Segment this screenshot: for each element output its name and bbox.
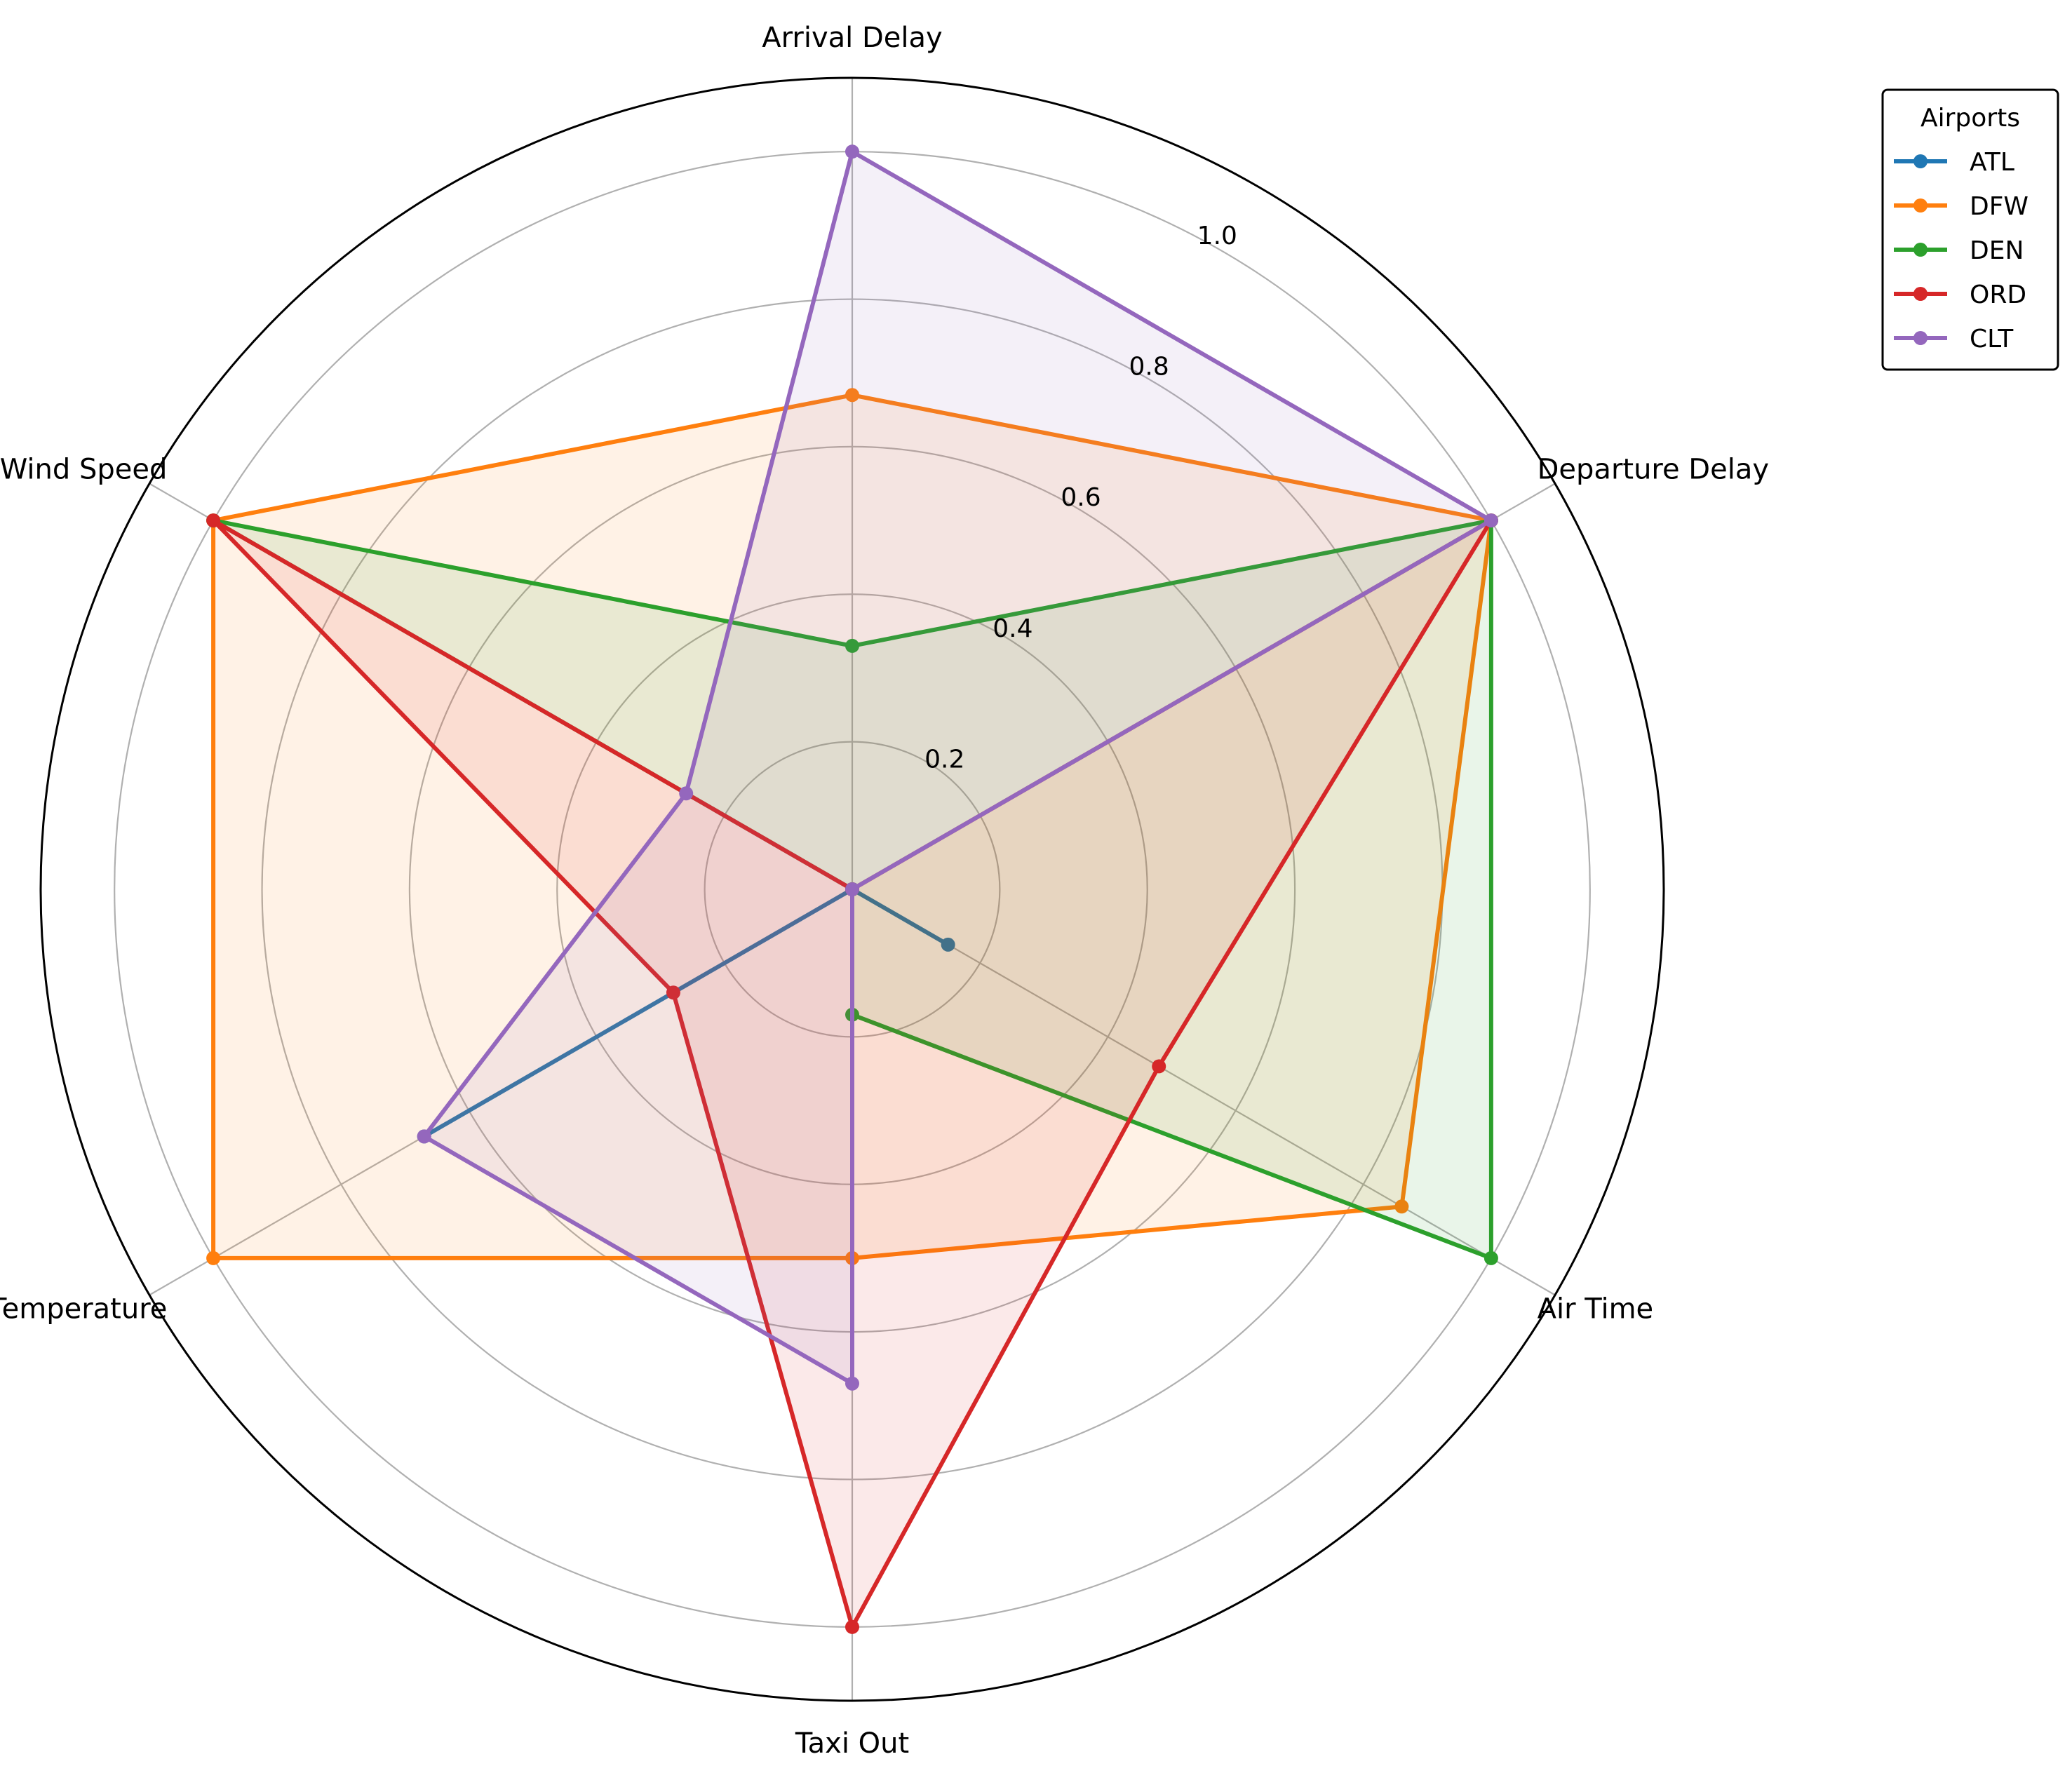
radial-tick-label: 0.2 <box>924 745 964 774</box>
legend-label-clt: CLT <box>1970 325 2014 353</box>
legend-marker-ord <box>1913 287 1928 301</box>
category-label: Temperature <box>0 1293 167 1326</box>
data-point-ord <box>1152 1059 1166 1074</box>
data-point-clt <box>679 786 694 801</box>
radial-tick-label: 0.4 <box>993 614 1032 643</box>
data-point-ord <box>666 985 680 1000</box>
grid-spoke <box>852 889 1556 1296</box>
data-point-clt <box>1484 513 1498 528</box>
legend-marker-atl <box>1913 154 1928 168</box>
data-point-clt <box>845 882 859 896</box>
legend-marker-dfw <box>1913 198 1928 213</box>
data-point-ord <box>206 513 221 528</box>
data-point-ord <box>845 1619 859 1634</box>
series-fill-clt <box>424 151 1491 1384</box>
data-point-dfw <box>1394 1199 1409 1214</box>
category-label: Wind Speed <box>0 454 167 486</box>
data-point-den <box>1484 1250 1498 1265</box>
series-layer <box>206 144 1498 1634</box>
label-layer: 0.2 0.4 0.6 0.8 1.0 Arrival Delay Departure De… <box>0 22 1769 1760</box>
category-label: Taxi Out <box>795 1727 909 1760</box>
legend-marker-clt <box>1913 331 1928 345</box>
legend-marker-den <box>1913 243 1928 257</box>
radial-tick-label: 1.0 <box>1197 222 1237 250</box>
polar-frame <box>39 76 1665 1702</box>
category-label: Departure Delay <box>1538 454 1769 486</box>
data-point-den <box>845 638 859 653</box>
legend-label-den: DEN <box>1970 236 2024 265</box>
data-point-clt <box>417 1129 431 1144</box>
category-label: Air Time <box>1538 1293 1654 1326</box>
data-point-clt <box>845 1376 859 1391</box>
data-point-atl <box>941 937 955 952</box>
category-label: Arrival Delay <box>762 22 942 54</box>
data-point-dfw <box>845 388 859 403</box>
legend-label-ord: ORD <box>1970 281 2026 309</box>
legend: Airports ATL DFW DEN ORD CLT <box>1881 88 2059 371</box>
legend-label-atl: ATL <box>1970 148 2014 177</box>
data-point-dfw <box>206 1250 221 1265</box>
radial-tick-label: 0.8 <box>1129 353 1169 382</box>
data-point-clt <box>845 144 859 159</box>
legend-title: Airports <box>1920 104 2020 133</box>
radial-tick-label: 0.6 <box>1061 483 1101 512</box>
legend-label-dfw: DFW <box>1970 192 2029 221</box>
